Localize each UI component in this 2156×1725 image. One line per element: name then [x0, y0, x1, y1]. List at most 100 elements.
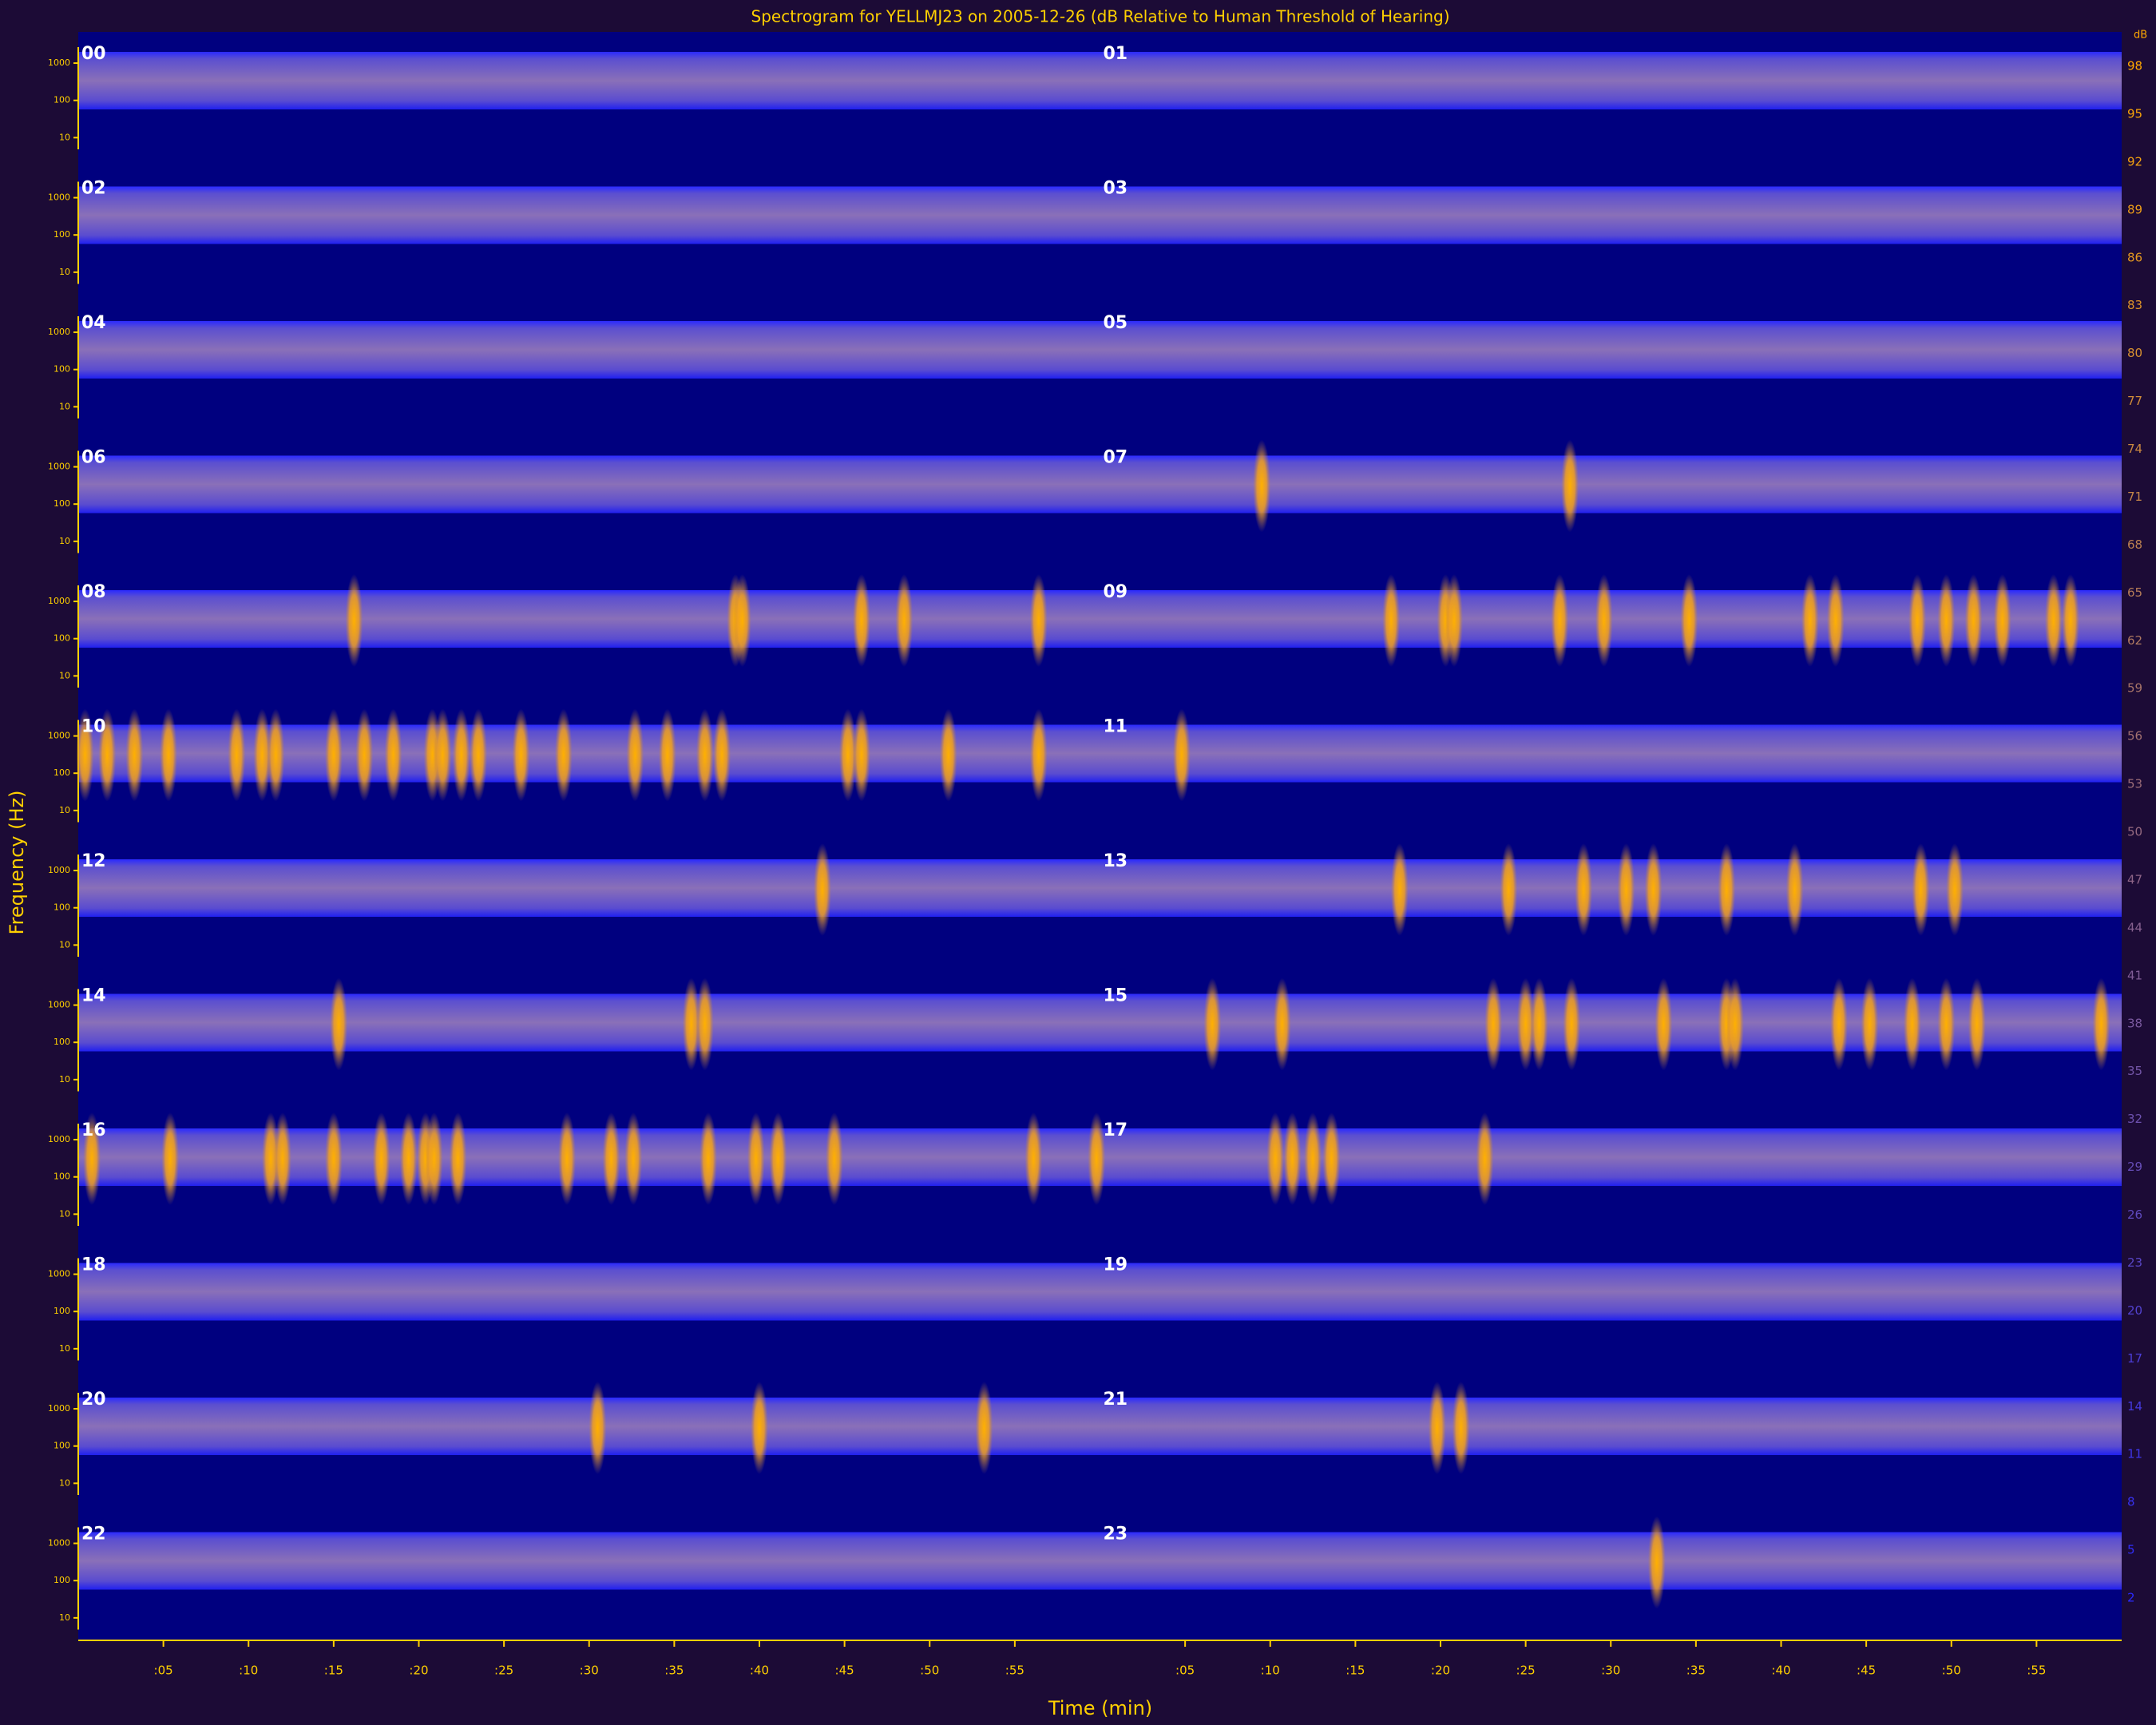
colorbar-tick-label: 11: [2127, 1447, 2142, 1461]
y-tick-label: 1000: [48, 1538, 70, 1549]
x-tick-label: :45: [1857, 1664, 1876, 1678]
sound-burst: [1304, 1112, 1322, 1205]
spectrum-band: [78, 859, 2122, 917]
sound-burst: [267, 708, 285, 802]
colorbar-tick-label: 74: [2127, 442, 2142, 456]
sound-burst: [813, 843, 831, 936]
sound-burst: [1726, 978, 1744, 1071]
sound-burst: [253, 708, 271, 802]
sound-burst: [554, 708, 573, 802]
sound-burst: [324, 1112, 343, 1205]
x-tick-label: :05: [154, 1664, 173, 1678]
colorbar-tick-label: 17: [2127, 1351, 2142, 1366]
sound-burst: [2044, 574, 2063, 667]
spectrum-band: [78, 993, 2122, 1052]
sound-burst: [449, 1112, 467, 1205]
sound-burst: [658, 708, 676, 802]
hour-label: 17: [1104, 1120, 1128, 1140]
x-tick-label: :30: [580, 1664, 599, 1678]
colorbar-tick-label: 77: [2127, 394, 2142, 408]
spectrum-band: [78, 724, 2122, 783]
sound-burst: [852, 574, 870, 667]
sound-burst: [1655, 978, 1673, 1071]
y-tick-label: 100: [54, 633, 70, 644]
sound-burst: [1964, 574, 1983, 667]
sound-burst: [624, 1112, 643, 1205]
spectrum-band: [78, 1398, 2122, 1455]
y-tick-label: 100: [54, 767, 70, 778]
colorbar-tick-label: 29: [2127, 1160, 2142, 1174]
colorbar-tick-label: 35: [2127, 1064, 2142, 1078]
colorbar-tick-label: 8: [2127, 1495, 2135, 1509]
sound-burst: [696, 978, 714, 1071]
colorbar-tick-label: 56: [2127, 729, 2142, 744]
sound-burst: [512, 708, 530, 802]
y-tick-label: 100: [54, 1037, 70, 1047]
sound-burst: [1322, 1112, 1341, 1205]
sound-burst: [384, 708, 402, 802]
colorbar-tick-label: 41: [2127, 968, 2142, 982]
x-tick-label: :30: [1601, 1664, 1620, 1678]
sound-burst: [1575, 843, 1593, 936]
sound-burst: [975, 1382, 993, 1474]
sound-burst: [1029, 708, 1048, 802]
y-tick-label: 100: [54, 364, 70, 375]
sound-burst: [682, 978, 700, 1071]
sound-burst: [1644, 843, 1663, 936]
y-axis-label: Frequency (Hz): [6, 791, 28, 935]
sound-burst: [160, 708, 178, 802]
x-tick-label: :25: [1516, 1664, 1536, 1678]
colorbar-tick-label: 53: [2127, 777, 2142, 791]
sound-burst: [345, 574, 363, 667]
sound-burst: [1830, 978, 1849, 1071]
sound-burst: [626, 708, 644, 802]
colorbar-tick-label: 92: [2127, 154, 2142, 169]
x-tick-label: :50: [920, 1664, 939, 1678]
hour-label: 20: [81, 1390, 106, 1410]
sound-burst: [838, 708, 857, 802]
sound-burst: [1937, 978, 1956, 1071]
sound-burst: [330, 978, 348, 1071]
sound-burst: [76, 708, 94, 802]
sound-burst: [1253, 439, 1271, 533]
hour-label: 11: [1104, 717, 1128, 737]
sound-burst: [602, 1112, 620, 1205]
y-tick-label: 1000: [48, 1000, 70, 1010]
sound-burst: [1647, 1516, 1666, 1609]
sound-burst: [939, 708, 957, 802]
hour-label: 12: [81, 851, 106, 871]
y-tick-label: 1000: [48, 1403, 70, 1414]
sound-burst: [1861, 978, 1879, 1071]
x-tick-label: :20: [409, 1664, 428, 1678]
x-tick-label: :10: [239, 1664, 258, 1678]
sound-burst: [1785, 843, 1804, 936]
x-tick-label: :40: [1771, 1664, 1790, 1678]
sound-burst: [1946, 843, 1964, 936]
colorbar-tick-label: 47: [2127, 872, 2142, 886]
colorbar-tick-label: 86: [2127, 250, 2142, 264]
colorbar-tick-label: 2: [2127, 1591, 2135, 1605]
sound-burst: [1561, 439, 1579, 533]
colorbar-tick-label: 80: [2127, 346, 2142, 360]
sound-burst: [1382, 574, 1401, 667]
y-tick-label: 1000: [48, 327, 70, 337]
y-tick-label: 1000: [48, 192, 70, 203]
colorbar-tick-label: 62: [2127, 633, 2142, 648]
sound-burst: [852, 708, 870, 802]
x-tick-label: :20: [1431, 1664, 1450, 1678]
colorbar-tick-label: 83: [2127, 298, 2142, 312]
y-tick-label: 1000: [48, 462, 70, 472]
spectrum-band: [78, 321, 2122, 379]
y-tick-label: 10: [59, 401, 70, 411]
hour-label: 06: [81, 448, 106, 468]
sound-burst: [1551, 574, 1569, 667]
sound-burst: [747, 1112, 765, 1205]
x-tick-label: :55: [2027, 1664, 2046, 1678]
x-tick-label: :35: [664, 1664, 684, 1678]
hour-label: 19: [1104, 1255, 1128, 1275]
x-tick-label: :50: [1942, 1664, 1961, 1678]
y-tick-label: 1000: [48, 1134, 70, 1144]
y-tick-label: 100: [54, 498, 70, 509]
sound-burst: [2062, 574, 2080, 667]
